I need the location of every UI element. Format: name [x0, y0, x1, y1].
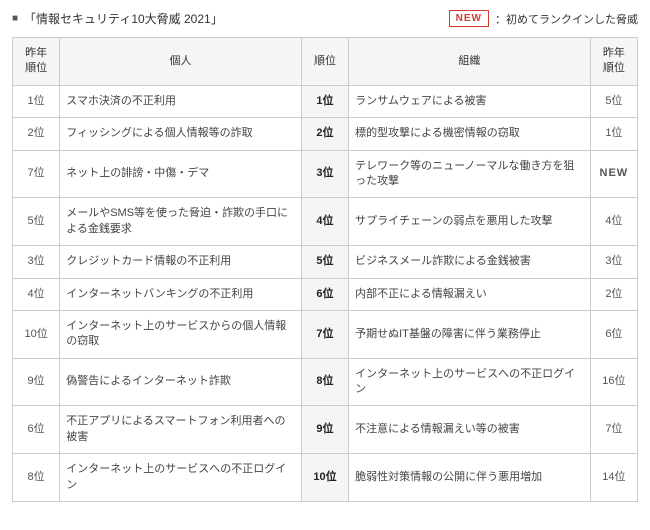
table-row: 1位スマホ決済の不正利用1位ランサムウェアによる被害5位	[13, 85, 638, 117]
threat-individual: 偽警告によるインターネット詐欺	[60, 358, 302, 406]
prev-rank-individual: 1位	[13, 85, 60, 117]
threat-individual: スマホ決済の不正利用	[60, 85, 302, 117]
prev-rank-individual: 8位	[13, 454, 60, 502]
prev-rank-individual: 9位	[13, 358, 60, 406]
col-prev-rank-ind: 昨年順位	[13, 38, 60, 86]
threat-individual: メールやSMS等を使った脅迫・詐欺の手口による金銭要求	[60, 198, 302, 246]
table-row: 10位インターネット上のサービスからの個人情報の窃取7位予期せぬIT基盤の障害に…	[13, 310, 638, 358]
col-prev-rank-org: 昨年順位	[590, 38, 637, 86]
rank: 9位	[301, 406, 348, 454]
prev-rank-organization: NEW	[590, 150, 637, 198]
threat-organization: 標的型攻撃による機密情報の窃取	[349, 118, 591, 150]
rank: 8位	[301, 358, 348, 406]
prev-rank-organization: 1位	[590, 118, 637, 150]
legend-text: ：初めてランクインした脅威	[495, 11, 638, 27]
threats-table: 昨年順位 個人 順位 組織 昨年順位 1位スマホ決済の不正利用1位ランサムウェア…	[12, 37, 638, 502]
prev-rank-individual: 6位	[13, 406, 60, 454]
threat-organization: 予期せぬIT基盤の障害に伴う業務停止	[349, 310, 591, 358]
threat-organization: 脆弱性対策情報の公開に伴う悪用増加	[349, 454, 591, 502]
new-badge: NEW	[449, 10, 489, 27]
threat-organization: 不注意による情報漏えい等の被害	[349, 406, 591, 454]
prev-rank-individual: 7位	[13, 150, 60, 198]
rank: 5位	[301, 246, 348, 278]
prev-rank-organization: 5位	[590, 85, 637, 117]
table-row: 4位インターネットバンキングの不正利用6位内部不正による情報漏えい2位	[13, 278, 638, 310]
prev-rank-organization: 4位	[590, 198, 637, 246]
prev-rank-individual: 10位	[13, 310, 60, 358]
threat-individual: インターネット上のサービスへの不正ログイン	[60, 454, 302, 502]
table-row: 5位メールやSMS等を使った脅迫・詐欺の手口による金銭要求4位サプライチェーンの…	[13, 198, 638, 246]
rank: 2位	[301, 118, 348, 150]
threat-individual: フィッシングによる個人情報等の詐取	[60, 118, 302, 150]
threat-organization: サプライチェーンの弱点を悪用した攻撃	[349, 198, 591, 246]
prev-rank-organization: 16位	[590, 358, 637, 406]
threat-organization: インターネット上のサービスへの不正ログイン	[349, 358, 591, 406]
col-individual: 個人	[60, 38, 302, 86]
rank: 1位	[301, 85, 348, 117]
table-row: 6位不正アプリによるスマートフォン利用者への被害9位不注意による情報漏えい等の被…	[13, 406, 638, 454]
prev-rank-organization: 6位	[590, 310, 637, 358]
table-row: 7位ネット上の誹謗・中傷・デマ3位テレワーク等のニューノーマルな働き方を狙った攻…	[13, 150, 638, 198]
prev-rank-individual: 3位	[13, 246, 60, 278]
prev-rank-individual: 5位	[13, 198, 60, 246]
col-organization: 組織	[349, 38, 591, 86]
rank: 7位	[301, 310, 348, 358]
threat-organization: テレワーク等のニューノーマルな働き方を狙った攻撃	[349, 150, 591, 198]
threat-individual: クレジットカード情報の不正利用	[60, 246, 302, 278]
table-body: 1位スマホ決済の不正利用1位ランサムウェアによる被害5位2位フィッシングによる個…	[13, 85, 638, 501]
legend: NEW ：初めてランクインした脅威	[449, 10, 638, 27]
col-rank: 順位	[301, 38, 348, 86]
prev-rank-individual: 2位	[13, 118, 60, 150]
prev-rank-organization: 7位	[590, 406, 637, 454]
rank: 10位	[301, 454, 348, 502]
threat-organization: ビジネスメール詐欺による金銭被害	[349, 246, 591, 278]
table-header-row: 昨年順位 個人 順位 組織 昨年順位	[13, 38, 638, 86]
bullet-icon: ■	[12, 13, 18, 24]
prev-rank-organization: 3位	[590, 246, 637, 278]
table-row: 8位インターネット上のサービスへの不正ログイン10位脆弱性対策情報の公開に伴う悪…	[13, 454, 638, 502]
table-row: 9位偽警告によるインターネット詐欺8位インターネット上のサービスへの不正ログイン…	[13, 358, 638, 406]
header: ■ 「情報セキュリティ10大脅威 2021」 NEW ：初めてランクインした脅威	[12, 10, 638, 27]
page-title: 「情報セキュリティ10大脅威 2021」	[24, 10, 223, 27]
threat-organization: ランサムウェアによる被害	[349, 85, 591, 117]
threat-individual: 不正アプリによるスマートフォン利用者への被害	[60, 406, 302, 454]
table-row: 3位クレジットカード情報の不正利用5位ビジネスメール詐欺による金銭被害3位	[13, 246, 638, 278]
threat-individual: インターネットバンキングの不正利用	[60, 278, 302, 310]
threat-organization: 内部不正による情報漏えい	[349, 278, 591, 310]
threat-individual: ネット上の誹謗・中傷・デマ	[60, 150, 302, 198]
rank: 3位	[301, 150, 348, 198]
rank: 6位	[301, 278, 348, 310]
table-row: 2位フィッシングによる個人情報等の詐取2位標的型攻撃による機密情報の窃取1位	[13, 118, 638, 150]
threat-individual: インターネット上のサービスからの個人情報の窃取	[60, 310, 302, 358]
prev-rank-organization: 2位	[590, 278, 637, 310]
rank: 4位	[301, 198, 348, 246]
prev-rank-individual: 4位	[13, 278, 60, 310]
prev-rank-organization: 14位	[590, 454, 637, 502]
